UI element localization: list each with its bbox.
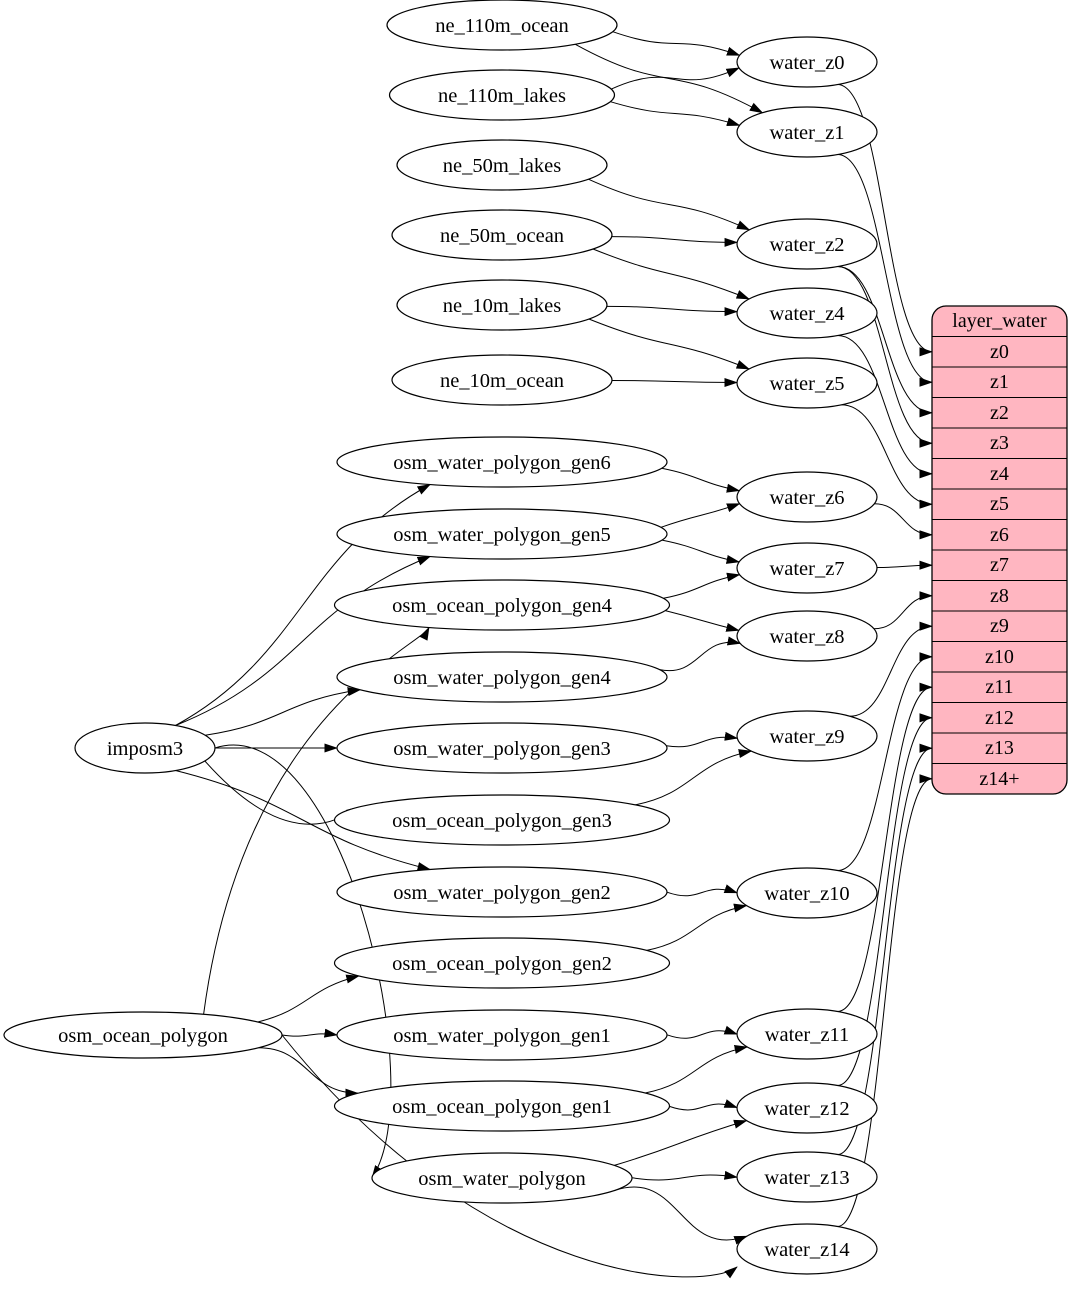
svg-text:osm_water_polygon_gen3: osm_water_polygon_gen3 bbox=[393, 738, 611, 760]
svg-text:z12: z12 bbox=[985, 707, 1014, 729]
svg-text:water_z0: water_z0 bbox=[769, 52, 844, 74]
svg-text:layer_water: layer_water bbox=[952, 310, 1047, 332]
svg-text:osm_water_polygon_gen5: osm_water_polygon_gen5 bbox=[393, 524, 611, 546]
svg-text:water_z7: water_z7 bbox=[769, 558, 844, 580]
svg-text:water_z12: water_z12 bbox=[764, 1098, 849, 1120]
svg-text:ne_50m_ocean: ne_50m_ocean bbox=[440, 225, 564, 247]
svg-text:z2: z2 bbox=[990, 402, 1009, 424]
svg-text:osm_ocean_polygon_gen3: osm_ocean_polygon_gen3 bbox=[392, 810, 612, 832]
svg-text:water_z1: water_z1 bbox=[769, 122, 844, 144]
svg-text:water_z4: water_z4 bbox=[769, 303, 844, 325]
svg-text:imposm3: imposm3 bbox=[107, 738, 183, 760]
svg-text:ne_110m_lakes: ne_110m_lakes bbox=[438, 85, 566, 107]
svg-text:water_z10: water_z10 bbox=[764, 883, 849, 905]
svg-text:water_z9: water_z9 bbox=[769, 726, 844, 748]
svg-text:z0: z0 bbox=[990, 341, 1009, 363]
svg-text:water_z8: water_z8 bbox=[769, 626, 844, 648]
svg-text:z13: z13 bbox=[985, 737, 1014, 759]
svg-text:osm_ocean_polygon: osm_ocean_polygon bbox=[58, 1025, 228, 1047]
svg-text:osm_water_polygon_gen4: osm_water_polygon_gen4 bbox=[393, 667, 611, 689]
svg-text:z3: z3 bbox=[990, 432, 1009, 454]
svg-text:osm_ocean_polygon_gen2: osm_ocean_polygon_gen2 bbox=[392, 953, 612, 975]
svg-text:water_z5: water_z5 bbox=[769, 373, 844, 395]
svg-text:osm_water_polygon: osm_water_polygon bbox=[418, 1168, 585, 1190]
svg-text:water_z13: water_z13 bbox=[764, 1167, 849, 1189]
svg-text:z6: z6 bbox=[990, 524, 1009, 546]
svg-text:ne_10m_lakes: ne_10m_lakes bbox=[443, 295, 561, 317]
svg-text:osm_water_polygon_gen2: osm_water_polygon_gen2 bbox=[393, 882, 611, 904]
svg-text:water_z14: water_z14 bbox=[764, 1239, 849, 1261]
svg-text:osm_water_polygon_gen1: osm_water_polygon_gen1 bbox=[393, 1025, 611, 1047]
svg-text:water_z6: water_z6 bbox=[769, 487, 844, 509]
svg-text:z11: z11 bbox=[985, 676, 1013, 698]
svg-text:z5: z5 bbox=[990, 493, 1009, 515]
svg-text:ne_50m_lakes: ne_50m_lakes bbox=[443, 155, 561, 177]
svg-text:z10: z10 bbox=[985, 646, 1014, 668]
svg-text:z8: z8 bbox=[990, 585, 1009, 607]
svg-text:water_z11: water_z11 bbox=[765, 1024, 850, 1046]
svg-text:z7: z7 bbox=[990, 554, 1009, 576]
svg-text:z1: z1 bbox=[990, 371, 1009, 393]
svg-text:ne_110m_ocean: ne_110m_ocean bbox=[435, 15, 569, 37]
svg-text:osm_ocean_polygon_gen4: osm_ocean_polygon_gen4 bbox=[392, 595, 612, 617]
svg-text:osm_water_polygon_gen6: osm_water_polygon_gen6 bbox=[393, 452, 611, 474]
svg-text:osm_ocean_polygon_gen1: osm_ocean_polygon_gen1 bbox=[392, 1096, 612, 1118]
svg-text:ne_10m_ocean: ne_10m_ocean bbox=[440, 370, 564, 392]
svg-text:z4: z4 bbox=[990, 463, 1009, 485]
svg-text:z14+: z14+ bbox=[979, 768, 1019, 790]
svg-text:water_z2: water_z2 bbox=[769, 234, 844, 256]
svg-text:z9: z9 bbox=[990, 615, 1009, 637]
